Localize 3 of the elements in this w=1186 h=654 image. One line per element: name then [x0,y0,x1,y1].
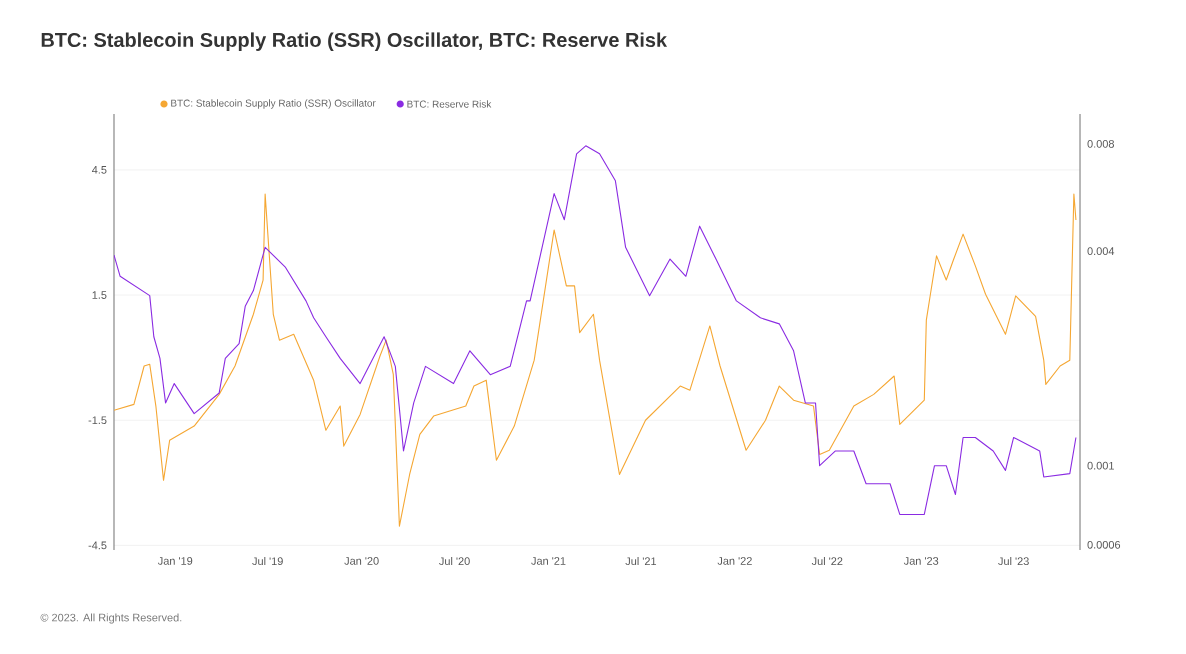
line-series [114,193,1077,527]
line-series [114,145,1077,515]
chart-title: BTC: Stablecoin Supply Ratio (SSR) Oscillator, BTC: Reserve Risk [41,32,668,51]
